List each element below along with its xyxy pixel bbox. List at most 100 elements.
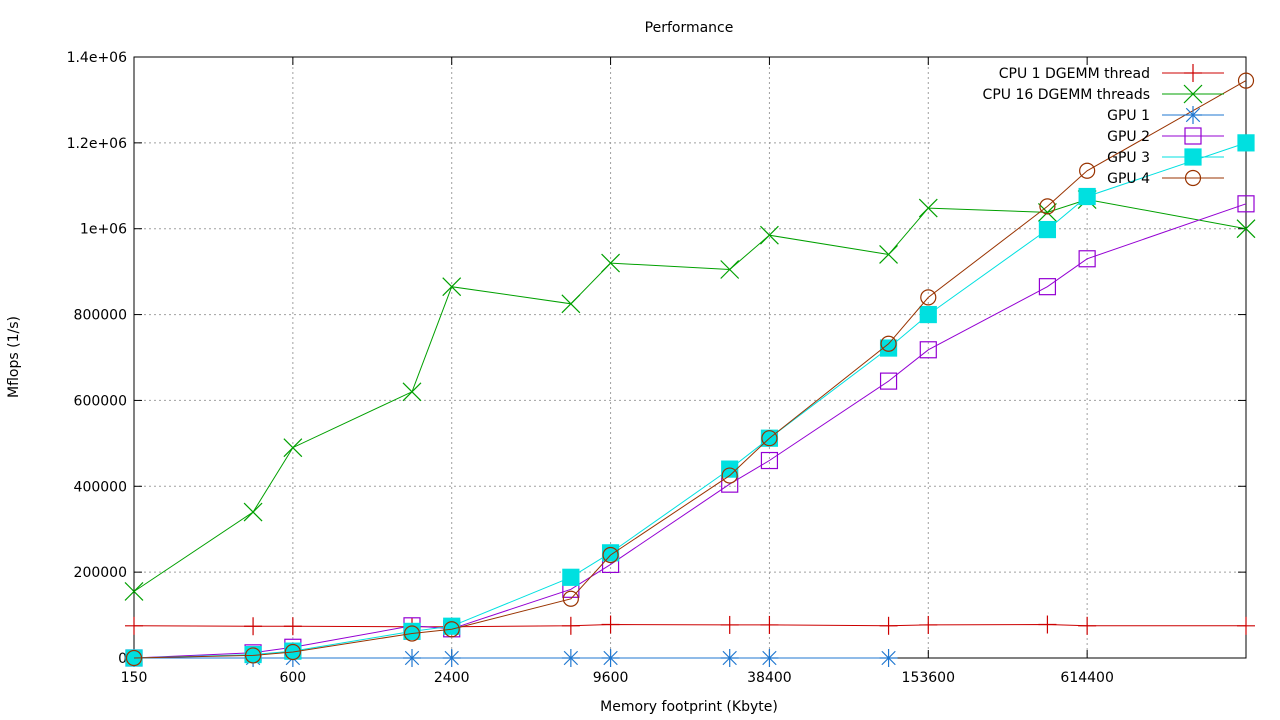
series-line [133,142,1247,659]
data-point [403,625,421,642]
data-point [402,382,422,402]
y-tick-label: 1.4e+06 [67,50,128,66]
data-point [919,341,937,359]
y-tick-label: 600000 [74,393,127,409]
legend-marker [1183,84,1203,104]
legend-label: CPU 1 DGEMM thread [999,66,1150,82]
series-2 [125,649,898,667]
data-point [125,649,143,667]
data-point [1038,220,1057,239]
data-point [720,615,739,634]
y-tick-label: 800000 [74,308,127,324]
series-1 [124,190,1256,601]
data-point [879,245,898,264]
data-point [243,502,263,522]
data-point [761,430,778,447]
axis-ticks: 0 200000 400000 600000 800000 1e+06 1.2e+06 1.4… [67,50,1246,686]
legend-marker [1184,106,1202,124]
data-point [1237,72,1255,89]
data-point [244,647,262,664]
data-point [1078,250,1096,268]
y-tick-label: 0 [118,651,127,667]
data-point [1037,202,1057,222]
y-tick-label: 1.2e+06 [67,136,128,152]
data-point [125,616,143,635]
legend: CPU 1 DGEMM thread CPU 16 DGEMM threads GP… [983,64,1224,187]
x-tick-label: 153600 [902,670,955,686]
data-point [284,643,301,661]
data-point [918,198,938,218]
data-point [1237,616,1255,635]
data-point [1236,219,1256,239]
data-point [721,467,738,484]
data-point [1078,187,1096,206]
data-point [561,649,580,667]
series-line [133,198,1247,592]
y-tick-label: 400000 [74,479,127,495]
data-point [760,225,779,245]
data-point [919,305,937,324]
x-tick-label: 150 [121,670,148,686]
legend-marker [1184,148,1202,166]
data-point [562,568,580,586]
data-point [1038,278,1057,296]
series-line [133,203,1247,659]
x-axis-label: Memory footprint (Kbyte) [600,699,778,715]
data-point [124,582,144,601]
legend-marker [1184,127,1202,145]
data-point [879,649,898,667]
data-point [1038,615,1057,634]
data-point [1237,195,1255,213]
data-point [601,649,620,667]
data-point [602,546,619,564]
y-tick-label: 1e+06 [80,222,127,238]
data-point [283,438,303,458]
legend-label: GPU 2 [1107,129,1150,145]
legend-marker [1184,64,1202,82]
data-point [442,649,461,667]
data-point [760,649,779,667]
data-point [760,451,779,470]
data-point [720,260,740,279]
data-point [920,289,937,306]
plot-frame [133,56,1247,659]
data-point [880,335,897,352]
legend-label: GPU 4 [1107,171,1150,187]
legend-label: GPU 1 [1107,108,1150,124]
series-line [133,80,1247,659]
data-point [1237,134,1255,152]
data-point [561,616,580,635]
grid-lines [134,57,1246,658]
x-tick-label: 614400 [1060,670,1113,686]
x-tick-label: 38400 [747,670,792,686]
data-point [760,615,779,634]
data-point [601,615,620,634]
y-tick-label: 200000 [74,565,127,581]
data-point [402,649,421,667]
data-point [1078,616,1097,635]
series-0 [125,615,1255,636]
series-layer [124,72,1256,667]
data-point [879,372,898,390]
x-tick-label: 9600 [593,670,629,686]
legend-marker [1184,169,1202,187]
data-point [879,339,898,357]
data-point [879,616,898,635]
data-point [1079,162,1096,179]
series-5 [125,72,1255,667]
data-point [601,253,620,273]
x-tick-label: 2400 [434,670,470,686]
series-3 [125,195,1255,667]
y-axis-label: Mflops (1/s) [6,316,22,398]
data-point [562,590,579,607]
data-point [443,621,460,638]
data-point [721,460,739,478]
legend-label: GPU 3 [1107,150,1150,166]
data-point [561,294,581,314]
data-point [442,277,462,297]
data-point [919,615,938,634]
data-point [720,649,739,667]
data-point [1039,198,1056,215]
data-point [443,617,461,635]
